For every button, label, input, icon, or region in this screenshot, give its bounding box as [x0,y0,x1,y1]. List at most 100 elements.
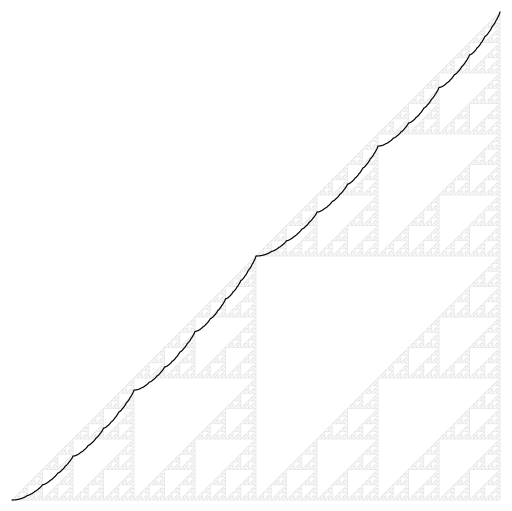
sierpinski-cell [464,468,470,474]
sierpinski-cell [479,178,486,184]
sierpinski-cell [487,415,493,421]
sierpinski-cell [213,293,219,299]
sierpinski-cell [373,224,379,230]
sierpinski-cell [98,434,104,440]
sierpinski-cell [464,487,470,493]
sierpinski-cell [422,113,428,120]
sierpinski-cell [495,133,501,139]
sierpinski-cell [342,190,348,196]
sierpinski-cell [434,91,440,97]
sierpinski-cell [495,289,501,295]
sierpinski-cell [392,235,398,242]
sierpinski-cell [479,182,486,188]
sierpinski-cell [491,129,497,135]
sierpinski-cell [274,232,280,238]
sierpinski-cell [293,464,299,470]
sierpinski-cell [342,235,348,242]
sierpinski-cell [464,289,470,295]
sierpinski-cell [460,68,467,74]
sierpinski-cell [472,308,478,314]
sierpinski-cell [369,167,375,173]
sierpinski-cell [361,159,367,165]
sierpinski-cell [476,426,482,432]
sierpinski-cell [239,373,245,379]
sierpinski-cell [483,281,489,287]
sierpinski-cell [312,228,318,234]
sierpinski-cell [487,449,493,455]
sierpinski-cell [304,235,310,242]
sierpinski-cell [277,235,284,242]
sierpinski-cell [418,369,425,375]
sierpinski-cell [346,403,352,409]
sierpinski-cell [491,228,497,234]
sierpinski-cell [56,479,62,486]
sierpinski-cell [350,399,356,406]
sierpinski-cell [209,296,215,303]
sierpinski-cell [304,445,310,451]
sierpinski-cell [319,495,326,501]
sierpinski-cell [495,384,501,390]
sierpinski-cell [60,445,66,451]
sierpinski-cell [243,384,249,390]
sierpinski-cell [205,430,211,436]
sierpinski-cell [449,300,455,306]
sierpinski-cell [155,479,162,486]
sierpinski-cell [418,487,425,493]
sierpinski-cell [113,483,120,489]
sierpinski-cell [396,479,402,486]
sierpinski-cell [464,365,470,371]
sierpinski-cell [365,449,371,455]
sierpinski-cell [243,338,249,345]
sierpinski-cell [476,487,482,493]
sierpinski-cell [369,426,375,432]
sierpinski-cell [449,430,455,436]
sierpinski-cell [434,121,440,127]
sierpinski-cell [205,434,211,440]
sierpinski-cell [434,316,440,322]
sierpinski-cell [251,411,257,417]
sierpinski-cell [434,106,440,112]
sierpinski-cell [239,495,245,501]
sierpinski-cell [178,342,184,348]
sierpinski-cell [487,354,493,360]
sierpinski-cell [79,434,85,440]
sierpinski-cell [365,418,371,425]
sierpinski-cell [247,449,253,455]
sierpinski-cell [190,319,196,326]
sierpinski-cell [460,167,467,173]
sierpinski-cell [113,426,120,432]
sierpinski-cell [476,68,482,74]
sierpinski-cell [190,441,196,448]
sierpinski-cell [403,365,409,371]
sierpinski-cell [491,365,497,371]
sierpinski-cell [357,487,364,493]
sierpinski-cell [190,479,196,486]
sierpinski-cell [342,171,348,177]
sierpinski-cell [487,232,493,238]
sierpinski-cell [495,216,501,223]
sierpinski-cell [220,369,226,375]
sierpinski-cell [403,373,409,379]
sierpinski-cell [22,487,28,493]
sierpinski-cell [434,365,440,371]
sierpinski-cell [64,495,70,501]
sierpinski-cell [365,186,371,192]
sierpinski-cell [251,380,257,387]
sierpinski-cell [434,209,440,215]
sierpinski-cell [407,495,413,501]
sierpinski-cell [483,144,489,150]
sierpinski-cell [441,430,448,436]
sierpinski-cell [373,430,379,436]
sierpinski-cell [129,384,135,390]
sierpinski-cell [235,491,242,497]
sierpinski-cell [369,205,375,211]
sierpinski-cell [479,155,486,162]
sierpinski-cell [495,430,501,436]
sierpinski-cell [308,457,314,463]
sierpinski-cell [357,403,364,409]
sierpinski-cell [460,45,467,51]
sierpinski-cell [209,357,215,364]
sierpinski-cell [220,483,226,489]
sierpinski-cell [174,457,181,463]
sierpinski-cell [472,94,478,101]
